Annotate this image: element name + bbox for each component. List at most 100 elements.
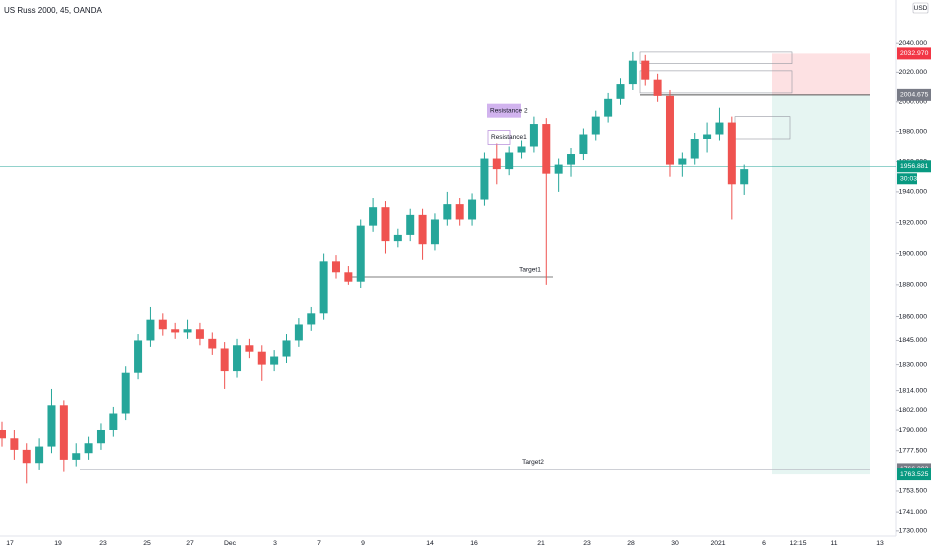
y-tick-label: 1860.000 (899, 313, 928, 320)
candle-body (727, 122, 736, 185)
x-tick-label: 2021 (710, 540, 725, 547)
x-tick-label: 9 (361, 540, 365, 547)
current-price-badge (897, 160, 931, 173)
x-tick-label: 17 (6, 540, 14, 547)
y-tick-label: 1980.000 (899, 128, 928, 135)
candle-body (233, 345, 242, 372)
candle-body (96, 429, 105, 444)
stop-label: 2032.970 (900, 50, 929, 57)
y-tick-label: 2000.000 (899, 99, 928, 106)
entry-badge (897, 88, 931, 101)
y-tick-label: 1880.000 (899, 282, 928, 289)
x-tick-label: 11 (830, 540, 837, 547)
y-tick-label: 1777.500 (899, 448, 928, 455)
candle-body (220, 348, 229, 372)
candle-body (245, 345, 254, 352)
candle-body (307, 313, 316, 325)
candle-body (331, 261, 340, 273)
candle-body (10, 438, 19, 450)
countdown-badge (897, 173, 917, 185)
y-tick-label: 1920.000 (899, 219, 928, 226)
entry-label: 2004.675 (900, 92, 929, 99)
y-tick-label: 2040.000 (899, 40, 928, 47)
x-tick-label: 28 (627, 540, 635, 547)
x-tick-label: 23 (99, 540, 107, 547)
candle-body (628, 60, 637, 85)
candle-body (84, 443, 93, 454)
candle-body (183, 329, 192, 333)
y-tick-label: 1730.000 (899, 528, 928, 535)
countdown: 30:03 (900, 176, 917, 183)
candle-body (47, 405, 56, 447)
y-tick-label: 1741.000 (899, 509, 928, 516)
zone-box (639, 70, 793, 94)
candle-body (319, 261, 328, 314)
target-badge (897, 468, 931, 481)
candle-body (492, 158, 501, 170)
candle-body (121, 372, 130, 414)
candle-body (22, 449, 31, 464)
candle-body (468, 199, 477, 220)
candle-body (505, 152, 514, 170)
candle-body (740, 169, 749, 185)
x-tick-label: 12:15 (789, 540, 806, 547)
annotation-box (487, 130, 511, 145)
candle-body (591, 116, 600, 135)
annotation-label: Resistance1 (491, 134, 527, 141)
current-price-label: 1956.881 (900, 163, 929, 170)
candle-body (171, 329, 180, 333)
x-tick-label: 19 (54, 540, 62, 547)
target-label: 1763.525 (900, 471, 929, 478)
candle-body (294, 324, 303, 341)
candle-body (146, 319, 155, 341)
candle-body (455, 204, 464, 220)
candle-body (381, 207, 390, 242)
candle-body (270, 356, 279, 365)
candle-body (35, 446, 44, 464)
currency-box (912, 2, 929, 14)
y-tick-label: 1790.000 (899, 427, 928, 434)
stop-badge (897, 47, 931, 60)
candle-body (715, 122, 724, 135)
y-tick-label: 1802.000 (899, 407, 928, 414)
candle-body (554, 164, 563, 174)
x-tick-label: 3 (273, 540, 277, 547)
candle-body (480, 158, 489, 200)
candle-body (344, 272, 353, 282)
candle-body (665, 95, 674, 165)
candle-body (356, 225, 365, 282)
candle-body (604, 98, 613, 117)
x-tick-label: 6 (762, 540, 766, 547)
candle-body (406, 214, 415, 235)
target-label: Target1 (519, 267, 541, 274)
candle-body (158, 319, 167, 330)
y-tick-label: 2020.000 (899, 69, 928, 76)
x-tick-label: 7 (317, 540, 321, 547)
candle-body (257, 351, 266, 365)
x-tick-label: 25 (143, 540, 151, 547)
candle-body (282, 340, 291, 357)
zone-box (639, 51, 793, 64)
x-tick-label: 21 (537, 540, 545, 547)
candle-body (579, 134, 588, 155)
candle-body (542, 124, 551, 174)
candle-body (418, 214, 427, 245)
candle-body (529, 124, 538, 147)
candle-body (443, 204, 452, 220)
x-tick-label: 27 (186, 540, 194, 547)
candle-body (653, 79, 662, 96)
y-tick-label: 1900.000 (899, 250, 928, 257)
stop-zone (772, 53, 870, 95)
candle-body (0, 429, 6, 439)
x-tick-label: 30 (671, 540, 679, 547)
candle-body (195, 329, 204, 339)
candle-body (134, 340, 143, 373)
candle-body (703, 134, 712, 139)
candle-body (567, 154, 576, 165)
x-tick-label: Dec (224, 540, 237, 547)
chart-title: US Russ 2000, 45, OANDA (4, 6, 102, 15)
y-tick-label: 1814.000 (899, 387, 928, 394)
candle-body (109, 413, 118, 430)
